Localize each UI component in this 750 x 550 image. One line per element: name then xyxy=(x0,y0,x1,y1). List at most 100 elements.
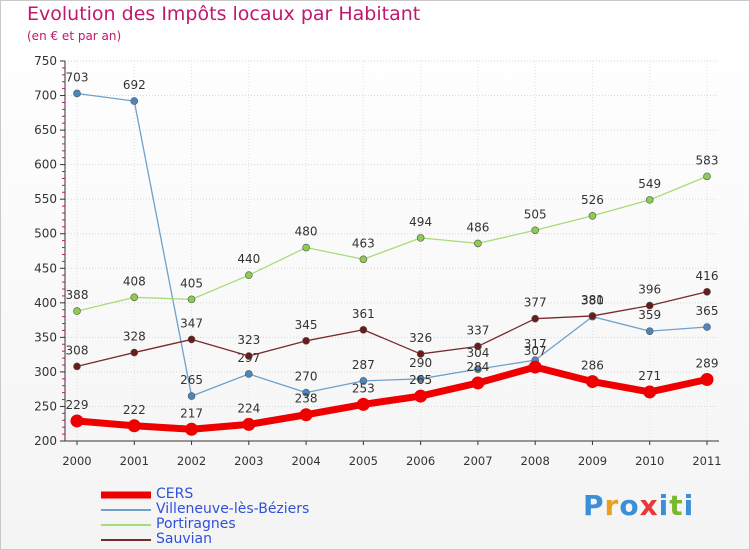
data-point-villeneuve-l-s-b-ziers xyxy=(645,327,654,335)
legend-swatch xyxy=(101,508,151,511)
data-point-villeneuve-l-s-b-ziers xyxy=(703,323,711,331)
data-point-cers xyxy=(585,375,599,389)
data-label-sauvian: 377 xyxy=(524,296,547,310)
data-label-sauvian: 345 xyxy=(295,318,318,332)
data-label-portiragnes: 486 xyxy=(466,220,489,234)
data-point-portiragnes xyxy=(588,211,597,220)
data-point-cers xyxy=(414,389,428,403)
data-label-portiragnes: 405 xyxy=(180,276,203,290)
data-label-cers: 265 xyxy=(409,373,432,387)
data-point-cers xyxy=(356,397,370,411)
data-label-cers: 284 xyxy=(466,360,489,374)
legend-label: Portiragnes xyxy=(156,516,236,532)
data-label-cers: 289 xyxy=(696,357,719,371)
data-point-portiragnes xyxy=(187,295,196,304)
y-tick-label: 500 xyxy=(34,227,57,241)
data-label-portiragnes: 480 xyxy=(295,225,318,239)
line-chart: 200 250 300 350 400 450 500 550 600 650 700 750 2000… xyxy=(34,54,722,468)
series-line-sauvian xyxy=(76,291,708,368)
data-point-sauvian xyxy=(474,342,482,351)
y-tick-label: 750 xyxy=(34,54,57,68)
data-label-cers: 271 xyxy=(638,369,661,383)
legend-label: Villeneuve-lès-Béziers xyxy=(156,501,310,517)
y-tick-label: 200 xyxy=(34,434,57,448)
data-point-portiragnes xyxy=(73,307,81,315)
y-tick-label: 450 xyxy=(34,261,57,275)
data-point-portiragnes xyxy=(302,243,310,252)
data-label-portiragnes: 463 xyxy=(352,236,375,250)
data-label-cers: 253 xyxy=(352,381,375,395)
data-point-villeneuve-l-s-b-ziers xyxy=(187,392,196,400)
x-tick-label: 2009 xyxy=(578,454,607,468)
data-point-villeneuve-l-s-b-ziers xyxy=(130,97,139,105)
y-tick-label: 350 xyxy=(34,330,57,344)
data-label-cers: 217 xyxy=(180,406,203,420)
data-point-sauvian xyxy=(703,287,711,296)
data-label-sauvian: 326 xyxy=(409,331,432,345)
data-point-villeneuve-l-s-b-ziers xyxy=(245,370,253,378)
data-point-cers xyxy=(127,419,141,433)
data-label-sauvian: 308 xyxy=(66,343,89,357)
data-point-portiragnes xyxy=(416,234,425,242)
data-label-portiragnes: 388 xyxy=(66,288,89,302)
data-point-portiragnes xyxy=(245,271,253,279)
series-line-villeneuve-l-s-b-ziers xyxy=(76,92,708,397)
logo-letter: i xyxy=(683,489,695,522)
logo-letter: x xyxy=(639,489,659,522)
data-point-cers xyxy=(528,360,542,374)
data-label-sauvian: 337 xyxy=(466,323,489,337)
data-label-villeneuve-l-s-b-ziers: 380 xyxy=(581,294,604,308)
data-label-villeneuve-l-s-b-ziers: 317 xyxy=(524,337,547,351)
data-label-portiragnes: 440 xyxy=(237,252,260,266)
data-label-cers: 224 xyxy=(237,401,260,415)
data-label-villeneuve-l-s-b-ziers: 265 xyxy=(180,373,203,387)
data-point-cers xyxy=(700,373,714,387)
y-tick-label: 400 xyxy=(34,296,57,310)
x-tick-label: 2004 xyxy=(291,454,320,468)
data-label-sauvian: 347 xyxy=(180,316,203,330)
data-label-villeneuve-l-s-b-ziers: 290 xyxy=(409,356,432,370)
y-tick-label: 250 xyxy=(34,399,57,413)
legend-swatch xyxy=(101,538,151,541)
legend-label: CERS xyxy=(156,486,194,502)
x-tick-label: 2002 xyxy=(177,454,206,468)
data-point-sauvian xyxy=(531,314,539,323)
x-tick-label: 2000 xyxy=(62,454,91,468)
data-label-villeneuve-l-s-b-ziers: 287 xyxy=(352,358,375,372)
data-point-cers xyxy=(471,376,485,390)
y-tick-label: 550 xyxy=(34,192,57,206)
data-point-villeneuve-l-s-b-ziers xyxy=(359,377,368,385)
data-label-villeneuve-l-s-b-ziers: 359 xyxy=(638,308,661,322)
y-tick-label: 650 xyxy=(34,123,57,137)
logo-letter: t xyxy=(669,489,684,522)
data-point-villeneuve-l-s-b-ziers xyxy=(302,388,310,397)
data-label-cers: 286 xyxy=(581,359,604,373)
data-label-cers: 229 xyxy=(66,398,89,412)
x-tick-label: 2003 xyxy=(234,454,263,468)
data-point-portiragnes xyxy=(359,255,368,264)
x-tick-label: 2001 xyxy=(120,454,149,468)
proxiti-logo: Proxiti xyxy=(583,489,694,522)
data-point-sauvian xyxy=(588,312,597,320)
data-label-sauvian: 323 xyxy=(237,333,260,347)
data-point-sauvian xyxy=(130,348,139,357)
chart-title: Evolution des Impôts locaux par Habitant xyxy=(27,3,421,25)
series-line-cers xyxy=(76,363,708,433)
logo-letter: o xyxy=(619,489,640,522)
data-label-portiragnes: 549 xyxy=(638,177,661,191)
y-tick-label: 300 xyxy=(34,365,57,379)
x-tick-label: 2011 xyxy=(692,454,721,468)
data-point-sauvian xyxy=(645,301,654,310)
data-label-villeneuve-l-s-b-ziers: 365 xyxy=(696,304,719,318)
data-point-sauvian xyxy=(416,350,425,358)
data-label-sauvian: 381 xyxy=(581,293,604,307)
data-point-portiragnes xyxy=(130,293,139,302)
data-label-sauvian: 328 xyxy=(123,330,146,344)
data-point-cers xyxy=(643,385,657,399)
x-tick-label: 2007 xyxy=(463,454,492,468)
y-tick-label: 600 xyxy=(34,158,57,172)
data-point-cers xyxy=(299,408,313,422)
data-point-portiragnes xyxy=(703,172,711,181)
data-point-cers xyxy=(185,422,199,436)
